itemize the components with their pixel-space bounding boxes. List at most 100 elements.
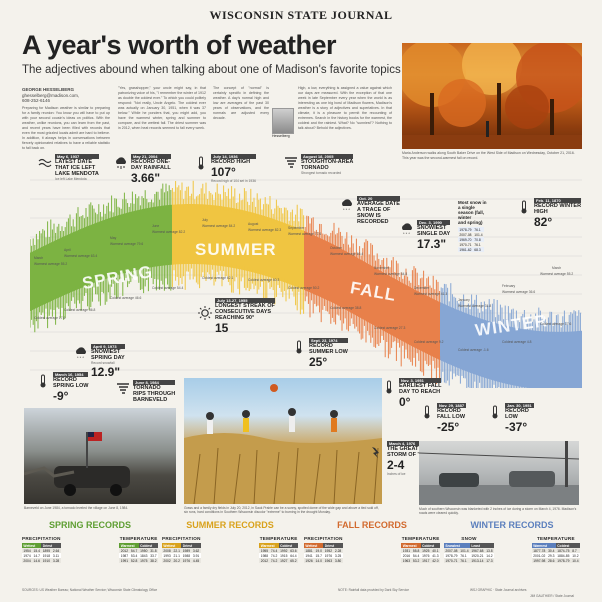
thermometer-icon (40, 374, 46, 388)
records-cell: 1975 (140, 558, 148, 563)
event-date: Jan. 30, 1951 (505, 403, 534, 408)
month-label: February (502, 284, 516, 288)
records-cell: 1952 (324, 548, 333, 553)
body-column-1: Preparing for Madison weather is similar… (22, 106, 110, 150)
records-cell: 1913-14 (471, 558, 484, 563)
event-date: March 16, 1954 (53, 372, 89, 377)
thermometer-icon (386, 380, 392, 394)
records-cell: 76.1 (460, 553, 467, 558)
records-subtitle: TEMPERATURE (536, 536, 575, 541)
records-cell: 1920-21 (471, 553, 484, 558)
ice-storm-illustration (418, 441, 580, 505)
event-title: RECORD FALL LOW (437, 408, 466, 420)
records-cell: 14.0 (315, 558, 322, 563)
chart-svg (29, 179, 582, 416)
records-cell: 1978-79 (557, 558, 570, 563)
event-date: May 6, 1937 (55, 154, 99, 159)
records-subtitle: PRECIPITATION (22, 536, 61, 541)
snow-season-table: 1978-79 76.1 2007-08 101.4 1969-70 70.8 197… (458, 227, 484, 252)
photo-top-caption: Maria Anderson walks along South Baker D… (402, 151, 575, 160)
records-cell: 8.7 (572, 548, 577, 553)
records-cell: 4.45 (192, 558, 200, 563)
records-cell: 101.4 (460, 548, 469, 553)
records-cell: 76.1 (460, 558, 467, 563)
records-cell: 65.2 (290, 558, 297, 563)
records-header: Least (469, 543, 495, 548)
records-cell: 33.7 (150, 553, 157, 558)
records-block: WINTER RECORDS SNOW Snowiest Least 2007-08 10… (444, 520, 580, 563)
winter-band (440, 302, 582, 391)
records-group: PRECIPITATION Wettest Driest 1954 15.4 1895 2.… (22, 536, 61, 563)
event-note: Strongest tornado recorded (301, 171, 342, 175)
month-cold-note: Coldest average 27.3 (374, 326, 406, 330)
body-column-3: High, a low, everything is assigned a va… (298, 86, 392, 130)
event-value: 82° (534, 215, 553, 229)
body-column-2: "Yes, grasshopper," your uncle might say… (118, 86, 206, 130)
records-cell: 1976 (182, 558, 191, 563)
records-cell: 1997-98 (533, 558, 546, 563)
event-date: Nov. 29, 1887 (437, 403, 467, 408)
records-cell: 63.6 (290, 548, 297, 553)
month-label: October (330, 246, 342, 250)
photo-drought-field (184, 378, 382, 505)
event-note: Inches of ice (387, 472, 406, 476)
event-record-rainfall: May 21, 2004 RECORD ONE- DAY RAINFALL 3.… (114, 154, 171, 185)
records-cell: 1963 (402, 558, 411, 563)
event-value: 107° (211, 165, 236, 179)
footer-note: NOTE: Rainfall data provided by Dark Sky… (338, 588, 410, 592)
records-cell: 2012 (260, 558, 269, 563)
event-value: 0° (399, 395, 411, 409)
records-cell: 1963 (324, 558, 333, 563)
records-cell: 74.2 (270, 553, 278, 558)
records-cell: 74.4 (270, 548, 278, 553)
thermometer-icon (492, 405, 498, 419)
month-label: August (248, 222, 259, 226)
event-value: -37° (505, 420, 528, 434)
event-date: June 8, 1984 (133, 380, 176, 385)
records-header: Coldest (138, 543, 158, 548)
records-cell: 1926 (305, 558, 313, 563)
thermometer-icon (296, 340, 302, 354)
drought-field-illustration (184, 384, 382, 505)
month-warm-note: Warmest average 82.3 (248, 228, 282, 232)
month-warm-note: Warmest average 66.4 (330, 252, 364, 256)
month-warm-note: Warmest average 77.6 (288, 232, 322, 236)
event-title: TORNADO RIPS THROUGH BARNEVELD (133, 385, 176, 403)
records-header: Warmest (531, 543, 556, 548)
event-title: SNOWIEST SPRING DAY (91, 349, 125, 361)
caption-ice-storm: Much of southern Wisconsin was blanketed… (419, 507, 577, 516)
tornado-icon (285, 157, 297, 168)
records-cell: 3.62 (192, 548, 200, 553)
event-title: RECORD SPRING LOW (53, 377, 89, 389)
month-cold-note: Coldest average 17.6 (540, 322, 572, 326)
columnist-photo (272, 108, 294, 134)
records-cell: 10.2 (572, 553, 579, 558)
records-cell: 40.1 (432, 548, 439, 553)
records-cell: 3.28 (52, 558, 60, 563)
records-header: Wettest (22, 543, 42, 548)
records-cell: 1991 (120, 558, 129, 563)
month-cold-note: Coldest average 9.2 (414, 340, 444, 344)
photo-autumn-trees (402, 43, 582, 149)
records-cell: 1915 (280, 553, 288, 558)
event-title: STOUGHTON-AREA TORNADO (301, 159, 354, 171)
summer-band (172, 204, 304, 290)
records-cell: 1988 (260, 553, 269, 558)
thermometer-icon (521, 200, 527, 214)
event-title: AVERAGE DATE A TRACE OF SNOW IS RECORDED (357, 201, 400, 225)
svg-text:* * *: * * * (77, 355, 84, 360)
event-date: Feb. 11, 1870 (534, 198, 582, 203)
thermometer-icon (198, 156, 204, 170)
records-header: Driest (323, 543, 343, 548)
records-cell: 1884-85 (557, 553, 570, 558)
season-label-summer: SUMMER (195, 240, 277, 259)
records-cell: 1917 (422, 558, 430, 563)
records-cell: 2016 (402, 553, 411, 558)
byline-email: ghesselberg@madison.com, (22, 92, 80, 98)
event-date: Sept. 23, 1974 (309, 338, 348, 343)
event-longest-90-streak: July 13-27, 1955 LONGEST STREAK OF CONSE… (198, 298, 275, 335)
records-table: Warmest Coldest 1955 74.4 1992 63.6 1988 74.2 19… (259, 543, 298, 563)
month-cold-note: Coldest average 38.8 (330, 306, 362, 310)
headline: A year's worth of weather (22, 30, 337, 60)
records-cell: 41.3 (432, 553, 439, 558)
